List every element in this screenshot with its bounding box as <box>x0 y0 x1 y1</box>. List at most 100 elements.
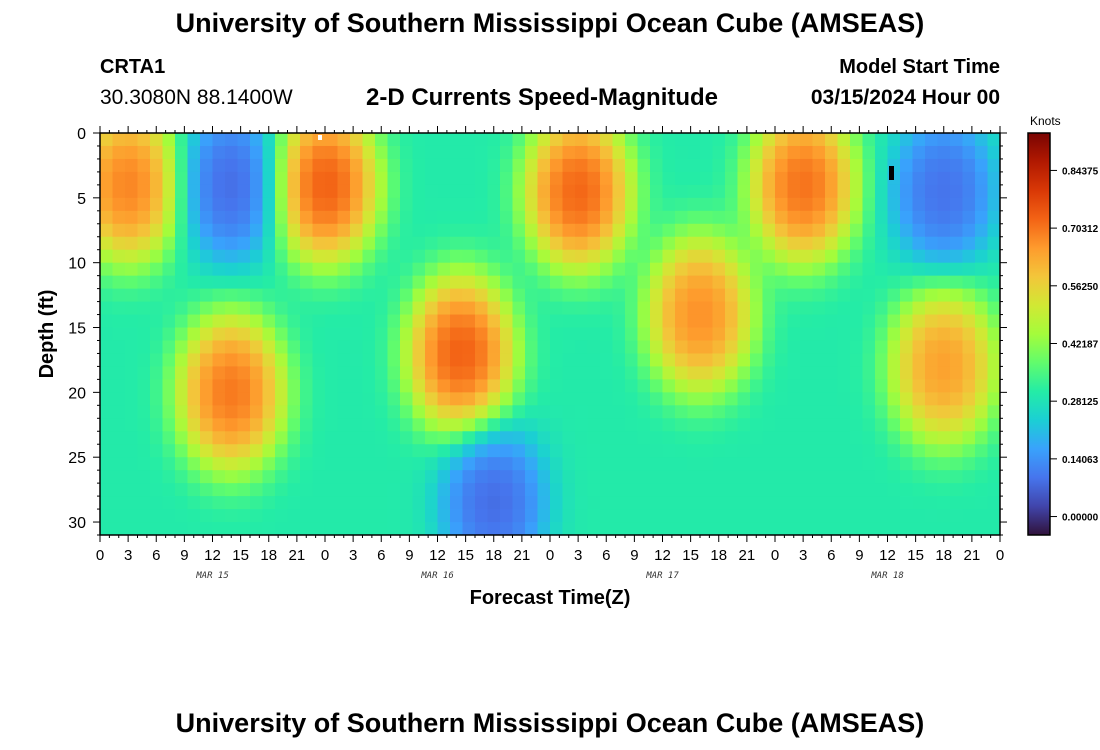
heat-cell <box>687 444 701 458</box>
heat-cell <box>675 158 689 173</box>
heat-cell <box>437 301 451 316</box>
heat-cell <box>437 509 451 523</box>
heat-cell <box>312 353 326 368</box>
heat-cell <box>912 431 926 445</box>
heat-cell <box>900 470 914 484</box>
heat-cell <box>612 301 626 316</box>
heat-cell <box>575 483 589 497</box>
heat-cell <box>812 275 826 290</box>
heat-cell <box>400 223 414 238</box>
heat-cell <box>250 184 264 199</box>
heat-cell <box>700 470 714 484</box>
heat-cell <box>837 431 851 445</box>
heat-cell <box>850 275 864 290</box>
heat-cell <box>900 314 914 329</box>
heat-cell <box>287 145 301 160</box>
heat-cell <box>550 483 564 497</box>
heat-cell <box>387 418 401 432</box>
heat-cell <box>887 301 901 316</box>
heat-cell <box>200 353 214 368</box>
heat-cell <box>975 210 989 225</box>
heat-cell <box>125 184 139 199</box>
heat-cell <box>125 236 139 251</box>
heat-cell <box>862 262 876 277</box>
heat-cell <box>412 145 426 160</box>
heat-cell <box>137 483 151 497</box>
heat-cell <box>287 366 301 380</box>
heat-cell <box>100 236 114 251</box>
heat-cell <box>562 327 576 342</box>
heat-cell <box>175 145 189 160</box>
heat-cell <box>350 483 364 497</box>
heat-cell <box>662 236 676 251</box>
heat-cell <box>762 184 776 199</box>
heat-cell <box>762 444 776 458</box>
heat-cell <box>650 249 664 264</box>
heat-cell <box>487 353 501 368</box>
heat-cell <box>487 288 501 303</box>
heat-cell <box>875 210 889 225</box>
heat-cell <box>837 171 851 186</box>
heat-cell <box>925 171 939 186</box>
heat-cell <box>937 470 951 484</box>
heat-cell <box>237 223 251 238</box>
heat-cell <box>975 405 989 419</box>
heat-cell <box>200 418 214 432</box>
heat-cell <box>462 249 476 264</box>
heat-cell <box>987 379 1000 393</box>
heat-cell <box>275 457 289 471</box>
heat-cell <box>587 470 601 484</box>
heat-cell <box>712 405 726 419</box>
heat-cell <box>337 444 351 458</box>
heat-cell <box>462 340 476 355</box>
heat-cell <box>312 197 326 212</box>
heat-cell <box>362 158 376 173</box>
heat-cell <box>162 379 176 393</box>
heat-cell <box>450 171 464 186</box>
heat-cell <box>562 171 576 186</box>
heat-cell <box>800 340 814 355</box>
heat-cell <box>375 275 389 290</box>
heat-cell <box>625 457 639 471</box>
heat-cell <box>737 249 751 264</box>
heat-cell <box>512 301 526 316</box>
heat-cell <box>337 262 351 277</box>
heat-cell <box>375 197 389 212</box>
heat-cell <box>875 340 889 355</box>
heat-cell <box>875 470 889 484</box>
heat-cell <box>975 522 989 535</box>
heat-cell <box>412 288 426 303</box>
heat-cell <box>462 197 476 212</box>
heat-cell <box>775 133 789 147</box>
heat-cell <box>812 405 826 419</box>
heat-cell <box>200 184 214 199</box>
heat-cell <box>787 223 801 238</box>
heat-cell <box>887 405 901 419</box>
heat-cell <box>137 496 151 510</box>
heat-cell <box>912 197 926 212</box>
model-start-label: Model Start Time <box>839 56 1000 78</box>
heat-cell <box>625 366 639 380</box>
heat-cell <box>325 470 339 484</box>
y-tick-label: 0 <box>77 126 86 143</box>
heat-cell <box>200 457 214 471</box>
heat-cell <box>975 314 989 329</box>
heat-cell <box>200 379 214 393</box>
heat-cell <box>937 262 951 277</box>
heat-cell <box>537 145 551 160</box>
heat-cell <box>400 522 414 535</box>
heat-cell <box>125 262 139 277</box>
heat-cell <box>750 405 764 419</box>
heat-cell <box>175 366 189 380</box>
heat-cell <box>900 210 914 225</box>
heat-cell <box>487 405 501 419</box>
heat-cell <box>137 275 151 290</box>
heat-cell <box>425 457 439 471</box>
heat-cell <box>150 379 164 393</box>
heat-cell <box>387 275 401 290</box>
heat-cell <box>500 496 514 510</box>
heat-cell <box>625 197 639 212</box>
heat-cell <box>787 275 801 290</box>
heat-cell <box>837 275 851 290</box>
heat-cell <box>662 431 676 445</box>
